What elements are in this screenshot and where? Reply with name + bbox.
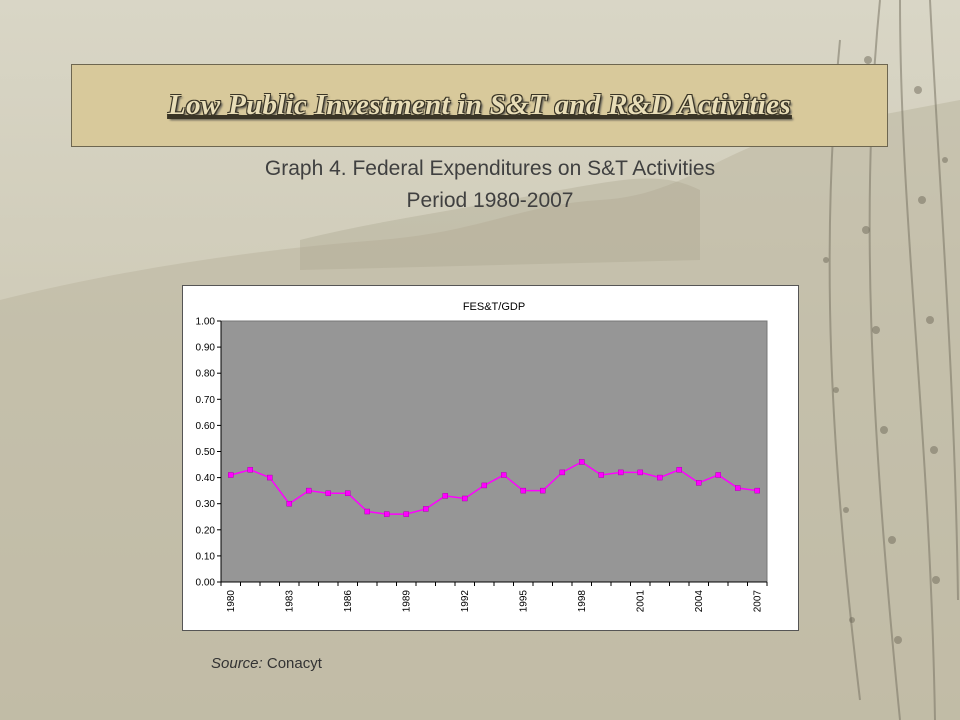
y-tick-label: 0.70: [196, 395, 216, 406]
y-tick-label: 0.40: [196, 473, 216, 484]
data-point: [364, 508, 370, 515]
x-tick-label: 1989: [401, 590, 412, 613]
y-tick-label: 0.50: [196, 447, 216, 458]
source-note: Source: Conacyt: [211, 655, 322, 672]
data-point: [403, 511, 409, 517]
y-tick-label: 0.00: [196, 578, 216, 589]
graph-period: Period 1980-2007: [406, 189, 574, 212]
data-point: [520, 487, 526, 494]
data-point: [325, 490, 331, 497]
data-point: [637, 469, 643, 476]
x-tick-label: 2007: [752, 590, 763, 613]
data-point: [715, 472, 721, 478]
series-line: [230, 461, 758, 515]
data-point: [247, 467, 253, 473]
data-point: [423, 506, 429, 512]
data-point: [306, 487, 312, 494]
x-tick-label: 2001: [635, 590, 646, 613]
data-point: [462, 495, 468, 502]
plot-area: [220, 320, 768, 583]
data-point: [442, 493, 448, 499]
chart-title: FES&T/GDP: [463, 301, 525, 313]
line-chart: FES&T/GDP 0.00 0.10 0.20 0.30 0.40 0.50 0.60 0.7…: [196, 301, 768, 613]
data-point: [267, 474, 273, 481]
slide-title: Low Public Investment in S&T and R&D Act…: [168, 89, 791, 121]
data-point: [345, 490, 351, 497]
data-point: [501, 472, 507, 478]
data-point: [384, 511, 390, 517]
y-tick-label: 0.10: [196, 551, 216, 562]
data-point: [676, 467, 682, 473]
data-point: [598, 472, 604, 478]
y-tick-label: 0.80: [196, 369, 216, 380]
graph-subtitle: Graph 4. Federal Expenditures on S&T Act…: [264, 157, 716, 180]
data-point: [754, 487, 760, 494]
data-point: [735, 485, 741, 491]
data-point: [696, 480, 702, 486]
x-tick-label: 2004: [694, 590, 705, 613]
y-tick-label: 0.60: [196, 421, 216, 432]
chart-container: FES&T/GDP 0.00 0.10 0.20 0.30 0.40 0.50 0.60 0.7…: [182, 285, 799, 631]
title-banner: Low Public Investment in S&T and R&D Act…: [71, 64, 888, 147]
data-point: [657, 474, 663, 481]
y-tick-label: 1.00: [196, 317, 216, 328]
data-point: [540, 487, 546, 494]
data-point: [286, 500, 292, 507]
y-tick-label: 0.20: [196, 525, 216, 536]
source-label: Source:: [211, 655, 263, 672]
data-point: [618, 469, 624, 476]
y-tick-label: 0.30: [196, 499, 216, 510]
x-tick-label: 1995: [518, 590, 529, 613]
x-tick-label: 1992: [460, 590, 471, 613]
data-point: [559, 469, 565, 476]
data-point: [228, 472, 234, 478]
data-point: [579, 459, 585, 465]
x-tick-label: 1998: [577, 590, 588, 613]
x-tick-label: 1986: [343, 590, 354, 613]
data-point: [481, 482, 487, 489]
x-tick-label: 1980: [226, 590, 237, 613]
x-tick-label: 1983: [284, 590, 295, 613]
source-value: Conacyt: [262, 655, 322, 672]
y-tick-label: 0.90: [196, 343, 216, 354]
